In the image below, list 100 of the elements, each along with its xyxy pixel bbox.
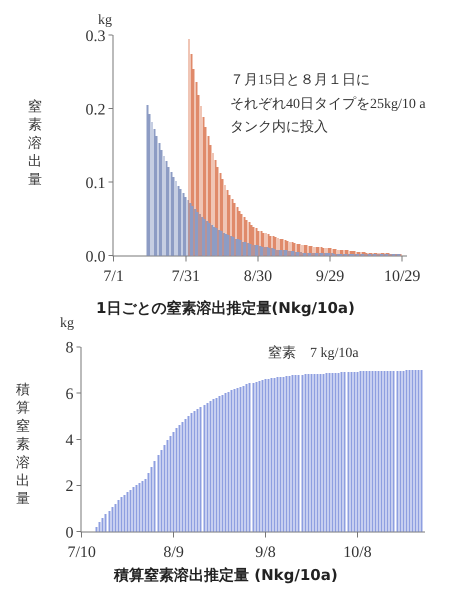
bar — [222, 395, 224, 532]
bar — [192, 206, 194, 256]
y-tick-label: 6 — [65, 386, 74, 403]
bar — [392, 371, 395, 532]
bar — [308, 374, 310, 532]
y-tick-label: 4 — [65, 432, 74, 449]
bar — [354, 372, 356, 532]
y-tick-label: 0.3 — [85, 28, 106, 45]
bar — [356, 372, 359, 532]
bar — [332, 373, 334, 532]
bar — [282, 377, 285, 532]
bar — [240, 387, 242, 532]
bar — [402, 371, 405, 532]
y-tick-label: 0.1 — [85, 174, 106, 192]
bar — [294, 375, 297, 532]
x-axis-title: 1日ごとの窒素溶出推定量(Nkg/10a) — [96, 299, 355, 317]
bar — [328, 373, 331, 532]
bar — [214, 227, 216, 256]
bar — [182, 422, 184, 532]
bar — [212, 225, 214, 256]
bar — [320, 374, 322, 532]
bar — [216, 398, 218, 532]
bar — [268, 379, 270, 532]
x-tick-label: 9/29 — [316, 268, 344, 285]
bar — [226, 234, 228, 256]
bar — [338, 373, 340, 532]
bar — [310, 374, 313, 532]
bar — [272, 248, 274, 256]
bar — [348, 372, 350, 532]
bar — [232, 237, 235, 256]
annotation: それぞれ40日タイプを25kg/10 a — [230, 96, 426, 112]
bar — [372, 371, 374, 532]
y-tick-label: 0.0 — [85, 248, 106, 266]
bar — [310, 253, 312, 256]
bar — [120, 497, 123, 532]
bar — [260, 246, 262, 256]
bar — [200, 407, 202, 532]
bar — [224, 393, 227, 532]
bar — [194, 209, 197, 256]
bar — [202, 217, 204, 256]
bar — [386, 371, 389, 532]
bar — [206, 403, 209, 532]
bar — [210, 401, 212, 532]
bar — [180, 189, 182, 256]
bar — [172, 432, 175, 532]
bar — [166, 440, 169, 532]
bar — [340, 372, 343, 532]
y-tick-label: 0 — [65, 524, 74, 542]
bar — [248, 243, 250, 256]
bar — [324, 253, 327, 256]
bar — [298, 375, 300, 532]
annotation: ７月15日と８月１日に — [230, 73, 370, 88]
bar — [216, 228, 218, 256]
x-tick-label: 10/29 — [384, 268, 420, 285]
bar — [142, 481, 144, 532]
bar — [212, 399, 215, 532]
x-tick-label: 8/9 — [163, 544, 184, 561]
bar — [302, 375, 304, 532]
bar — [252, 383, 255, 532]
bar — [366, 371, 368, 532]
bar — [280, 250, 283, 256]
annotation: タンク内に投入 — [230, 119, 328, 135]
bar — [418, 370, 420, 532]
bar — [304, 374, 307, 532]
bar — [236, 239, 238, 256]
bar — [350, 372, 353, 532]
bar — [136, 485, 138, 532]
bar — [276, 377, 279, 532]
bar — [196, 409, 199, 532]
bar — [368, 371, 371, 532]
bar — [384, 371, 386, 532]
bar — [188, 416, 190, 532]
bar — [228, 235, 230, 256]
bar — [228, 392, 230, 532]
bar — [414, 370, 417, 532]
x-axis-title: 積算窒素溶出推定量 (Nkg/10a) — [113, 566, 338, 584]
bar — [132, 487, 135, 532]
bar — [248, 383, 251, 532]
bar — [396, 371, 399, 532]
bar — [124, 495, 126, 532]
bar — [270, 378, 273, 532]
bar — [266, 247, 269, 256]
bar — [178, 425, 181, 532]
bar — [242, 242, 245, 256]
y-axis-title: 窒素溶出量 — [28, 99, 42, 188]
text: kg — [60, 316, 74, 331]
bar — [284, 250, 286, 256]
bar — [230, 390, 233, 532]
bar — [250, 244, 252, 256]
bar — [258, 381, 261, 532]
x-tick-label: 7/10 — [67, 544, 96, 561]
text: kg — [98, 13, 112, 28]
bar — [286, 376, 288, 532]
bar — [242, 386, 245, 532]
bar — [256, 382, 258, 532]
bar — [240, 240, 242, 256]
bar — [292, 251, 295, 256]
bar — [316, 253, 319, 256]
bar — [308, 253, 310, 256]
bar — [378, 371, 380, 532]
